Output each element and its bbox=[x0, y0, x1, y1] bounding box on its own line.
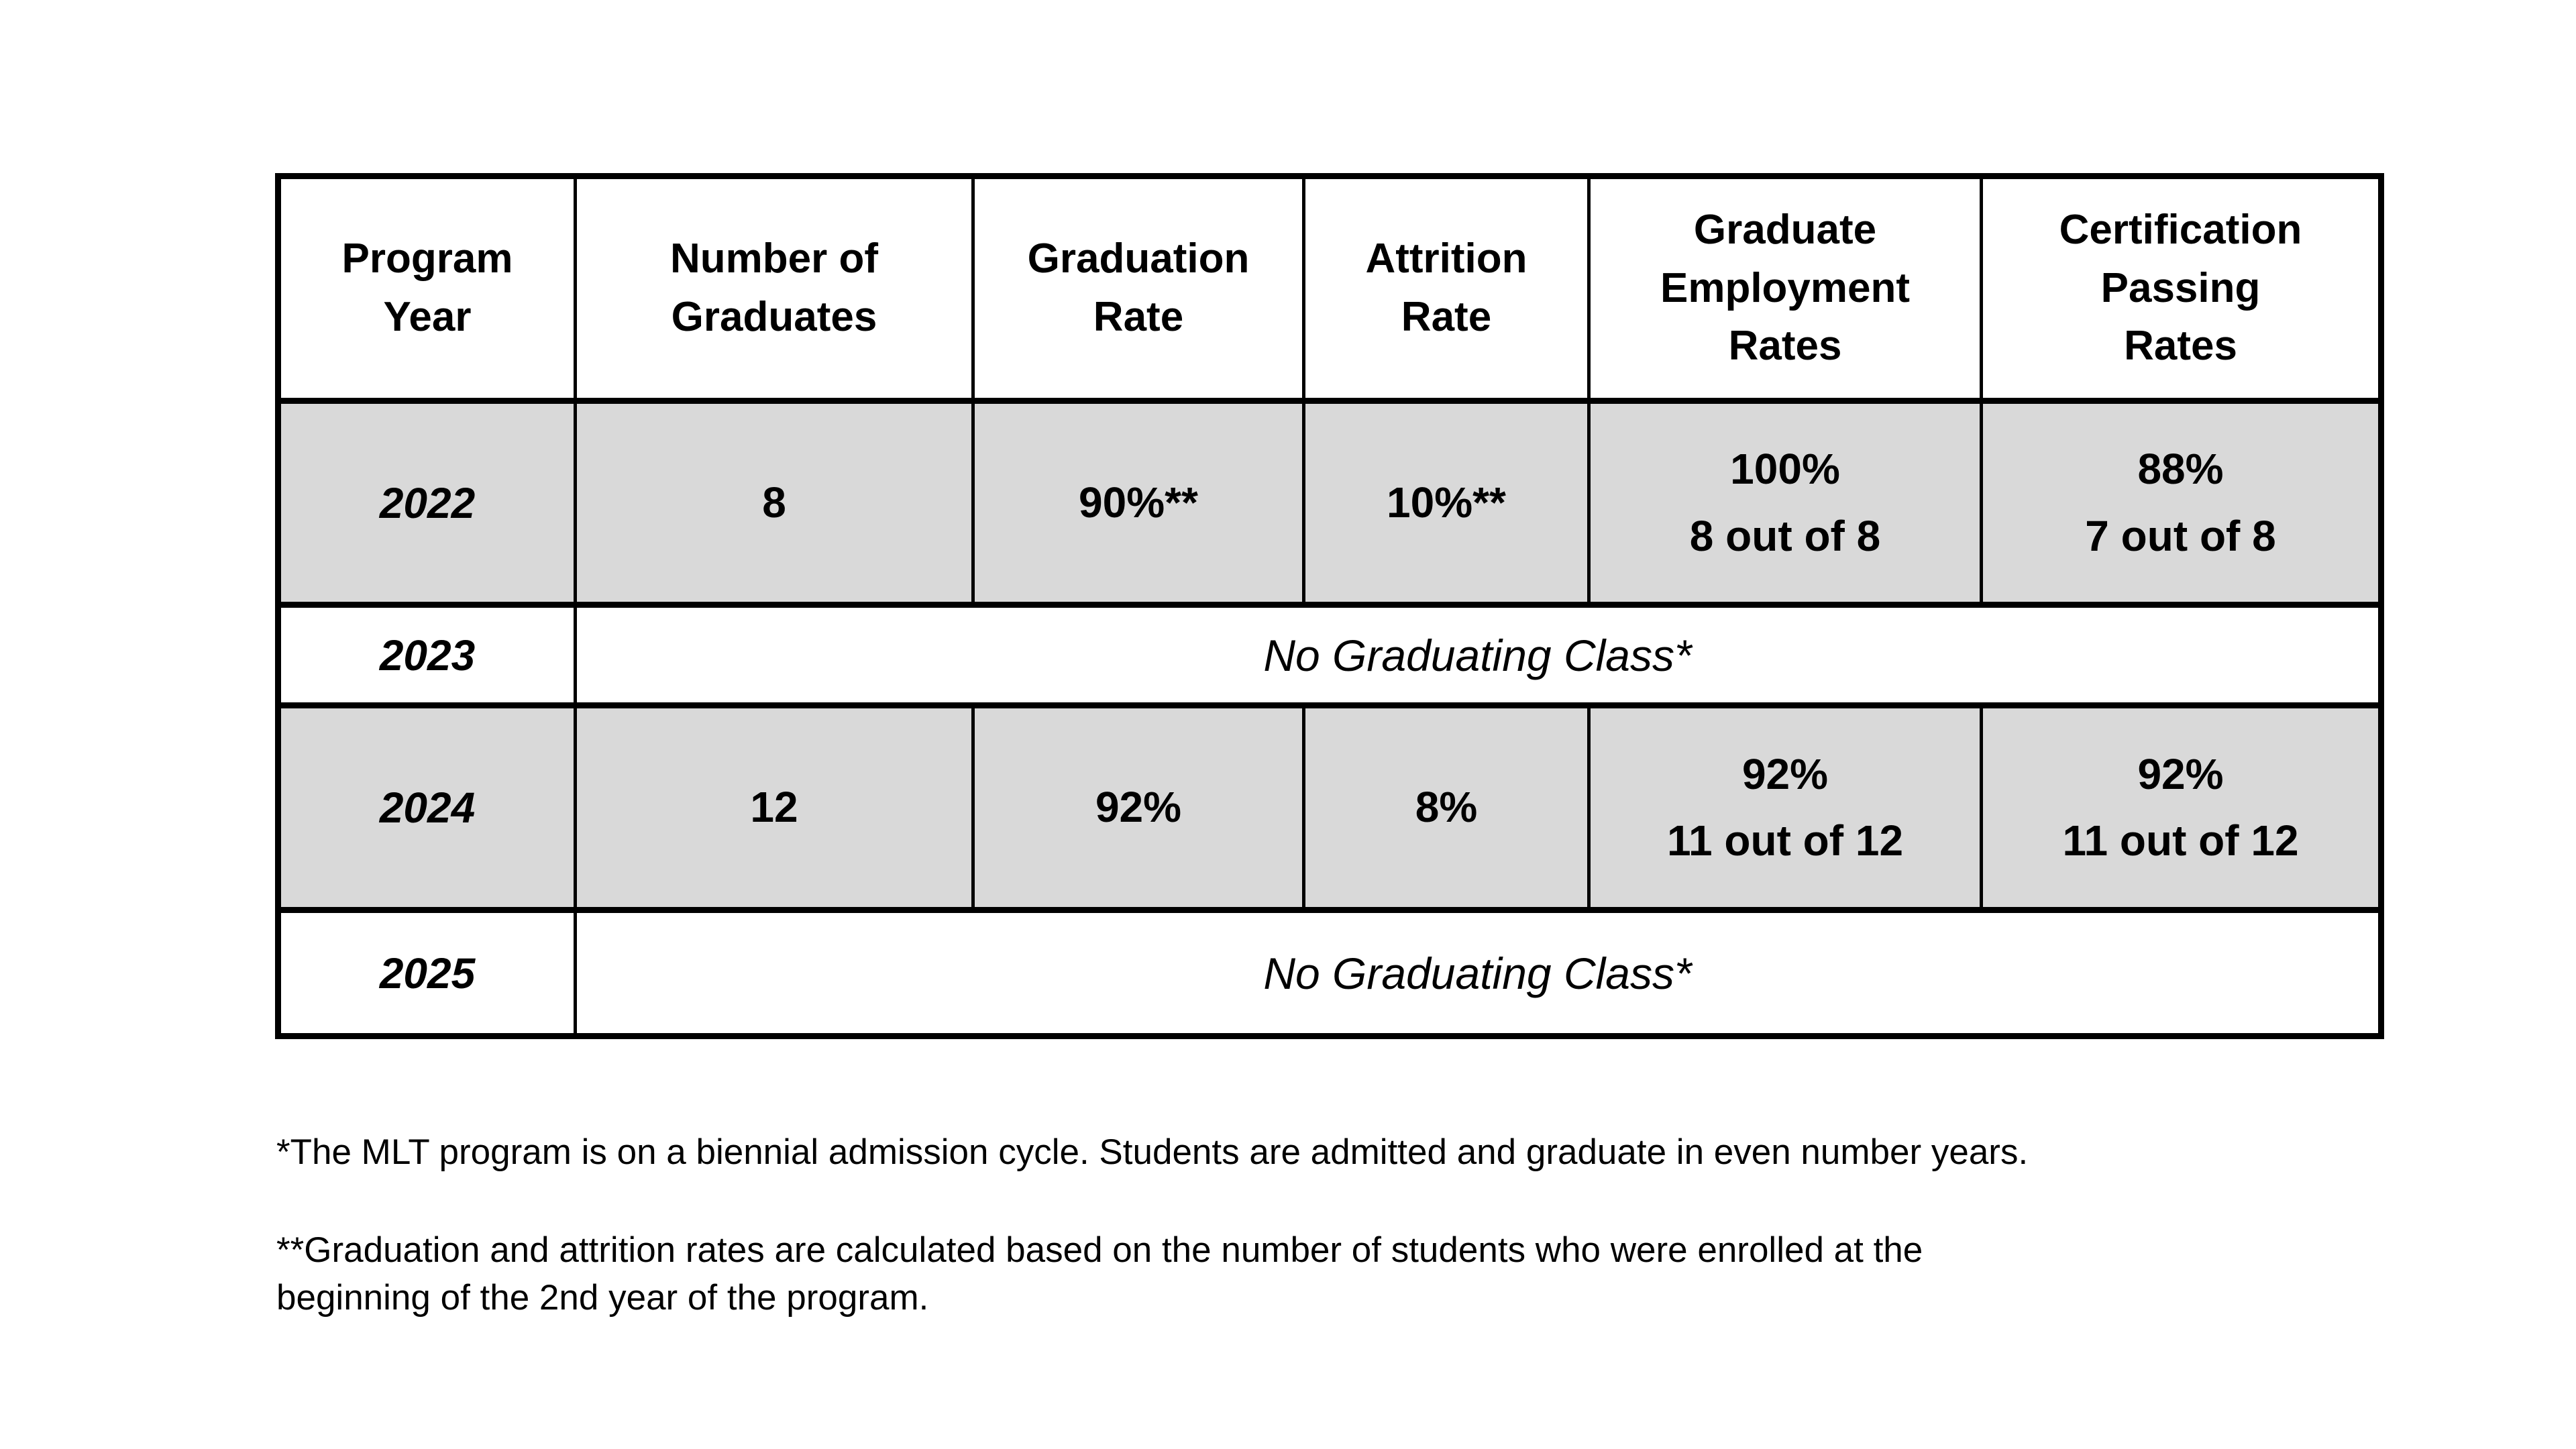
table-row-2024: 2024 12 92% 8% 92% 11 out of 12 92% 11 o… bbox=[276, 702, 2383, 913]
footnote-biennial-cycle: *The MLT program is on a biennial admiss… bbox=[276, 1132, 2029, 1172]
program-outcomes-table: Program Year Number of Graduates Graduat… bbox=[275, 173, 2384, 1039]
header-cell-certification-passing-rates: Certification Passing Rates bbox=[1980, 173, 2383, 404]
table-header-row: Program Year Number of Graduates Graduat… bbox=[276, 173, 2383, 404]
header-cell-number-of-graduates: Number of Graduates bbox=[574, 173, 975, 404]
table-row-2023: 2023 No Graduating Class* bbox=[276, 602, 2383, 708]
header-cell-graduate-employment-rates: Graduate Employment Rates bbox=[1587, 173, 1983, 404]
cell-2024-certification-passing-rates: 92% 11 out of 12 bbox=[1980, 702, 2383, 913]
cell-2022-attrition-rate: 10%** bbox=[1302, 398, 1591, 608]
year-cell-2023: 2023 bbox=[276, 602, 577, 708]
table-row-2025: 2025 No Graduating Class* bbox=[276, 907, 2383, 1039]
cell-2022-certification-passing-rates: 88% 7 out of 8 bbox=[1980, 398, 2383, 608]
cell-2025-no-graduating-class: No Graduating Class* bbox=[574, 907, 2383, 1039]
header-cell-attrition-rate: Attrition Rate bbox=[1302, 173, 1591, 404]
footnote-rate-calculation-line-2: beginning of the 2nd year of the program… bbox=[276, 1278, 929, 1318]
cell-2023-no-graduating-class: No Graduating Class* bbox=[574, 602, 2383, 708]
cell-2022-number-of-graduates: 8 bbox=[574, 398, 975, 608]
cell-2024-number-of-graduates: 12 bbox=[574, 702, 975, 913]
cell-2024-graduate-employment-rates: 92% 11 out of 12 bbox=[1587, 702, 1983, 913]
year-cell-2025: 2025 bbox=[276, 907, 577, 1039]
year-cell-2024: 2024 bbox=[276, 702, 577, 913]
footnote-rate-calculation-line-1: **Graduation and attrition rates are cal… bbox=[276, 1230, 1923, 1270]
year-cell-2022: 2022 bbox=[276, 398, 577, 608]
header-cell-graduation-rate: Graduation Rate bbox=[971, 173, 1305, 404]
footnote-rate-calculation: **Graduation and attrition rates are cal… bbox=[276, 1226, 2390, 1322]
cell-2024-graduation-rate: 92% bbox=[971, 702, 1305, 913]
cell-2022-graduation-rate: 90%** bbox=[971, 398, 1305, 608]
header-cell-program-year: Program Year bbox=[276, 173, 577, 404]
footnotes: *The MLT program is on a biennial admiss… bbox=[276, 1128, 2390, 1322]
cell-2022-graduate-employment-rates: 100% 8 out of 8 bbox=[1587, 398, 1983, 608]
cell-2024-attrition-rate: 8% bbox=[1302, 702, 1591, 913]
table-row-2022: 2022 8 90%** 10%** 100% 8 out of 8 88% 7… bbox=[276, 398, 2383, 608]
